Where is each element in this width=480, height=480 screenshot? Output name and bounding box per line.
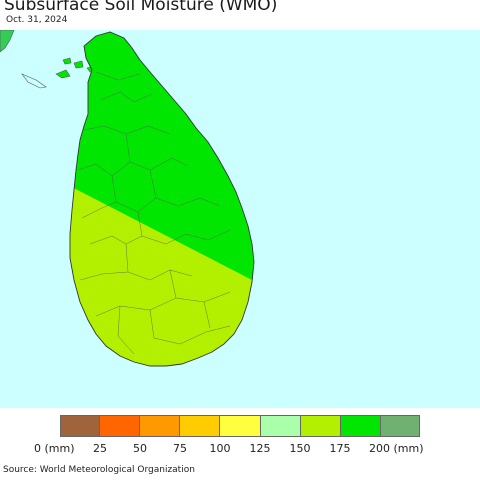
legend-swatch <box>100 415 141 437</box>
legend-tick: 75 <box>173 442 187 455</box>
sri-lanka-island <box>70 32 254 366</box>
islet <box>73 60 84 69</box>
legend-swatch <box>180 415 221 437</box>
map-area <box>0 30 480 408</box>
sri-lanka-map <box>0 30 480 408</box>
legend-colorbar <box>60 415 420 437</box>
legend-tick: 150 <box>289 442 311 455</box>
legend-tick: 100 <box>209 442 231 455</box>
source-credit: Source: World Meteorological Organizatio… <box>3 465 195 475</box>
india-mainland <box>0 30 15 53</box>
district-borders <box>77 71 231 355</box>
island-coastline <box>69 31 255 367</box>
map-date: Oct. 31, 2024 <box>6 15 68 25</box>
legend-swatch <box>60 415 101 437</box>
islet <box>55 69 71 79</box>
legend-swatch <box>140 415 181 437</box>
wet-zone <box>70 32 254 366</box>
legend-swatch <box>220 415 261 437</box>
map-title: Subsurface Soil Moisture (WMO) <box>4 0 278 15</box>
legend-swatch <box>260 415 301 437</box>
legend-tick: 0 (mm) <box>34 442 75 455</box>
islet <box>21 73 47 89</box>
legend-tick: 50 <box>133 442 147 455</box>
legend-tick: 125 <box>249 442 271 455</box>
legend-tick: 200 (mm) <box>369 442 424 455</box>
legend-tick: 25 <box>93 442 107 455</box>
legend: 0 (mm) 25 50 75 100 125 150 175 200 (mm) <box>0 415 480 460</box>
legend-swatch <box>300 415 341 437</box>
legend-tick: 175 <box>329 442 351 455</box>
legend-swatch <box>340 415 381 437</box>
legend-swatch <box>380 415 420 437</box>
islet <box>62 57 72 65</box>
